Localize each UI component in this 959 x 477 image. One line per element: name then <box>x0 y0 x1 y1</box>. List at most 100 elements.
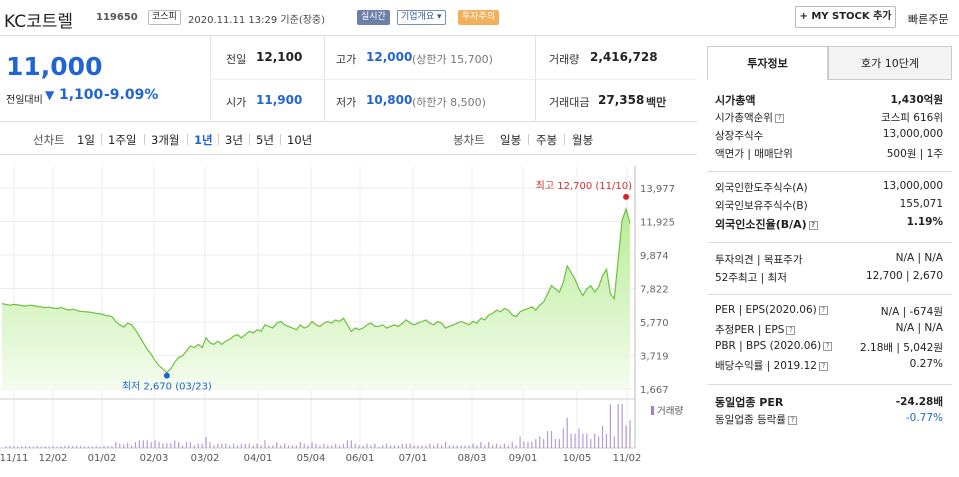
period-tab[interactable]: 3년 <box>225 133 243 147</box>
tab-investment-info[interactable]: 투자정보 <box>707 46 828 80</box>
volume-legend-swatch <box>651 406 654 415</box>
stock-header: KC코트렐 119650 코스피 2020.11.11 13:29 기준(장중)… <box>0 0 959 36</box>
company-overview-label: 기업개요 <box>401 12 435 22</box>
panel-divider <box>707 171 952 172</box>
volume-bar <box>389 445 392 448</box>
help-icon[interactable]: ? <box>818 361 828 371</box>
price-chart-svg: 13,977 11,925 9,874 7,822 5,770 3,719 1,667 11/… <box>0 166 683 464</box>
volume-bar <box>291 445 294 448</box>
company-overview-dropdown[interactable]: 기업개요 ▾ <box>397 10 446 25</box>
volume-bar <box>507 445 509 448</box>
volume-bar <box>515 445 517 448</box>
price-line <box>1 206 631 374</box>
info-row-label: 상장주식수 <box>715 130 764 142</box>
warning-badge: 투자주의 <box>458 10 500 25</box>
volume-bar <box>562 428 564 448</box>
volume-legend-label: 거래량 <box>657 405 683 417</box>
my-stock-add-label: MY STOCK 추가 <box>811 11 892 22</box>
volume-bar <box>280 445 282 448</box>
info-row-value: 2.18배 | 5,042원 <box>860 342 943 354</box>
volume-bar <box>499 445 502 448</box>
volume-bar <box>550 431 553 448</box>
period-tab[interactable]: 1주일 <box>108 133 137 147</box>
volume-bar <box>543 439 545 448</box>
volume-bar <box>539 436 541 448</box>
help-icon[interactable]: ? <box>808 220 818 230</box>
volume-bar <box>111 446 113 448</box>
y-tick-label: 11,925 <box>640 218 675 229</box>
volume-bar <box>123 444 125 448</box>
volume-bar <box>189 442 191 448</box>
volume-bar <box>197 443 199 448</box>
info-row: 투자의견 | 목표주가 N/A | N/A <box>715 252 943 268</box>
tab-divider <box>101 134 102 145</box>
volume-bar <box>386 443 388 448</box>
volume-bar <box>598 436 600 448</box>
volume-bar <box>594 433 596 448</box>
market-badge: 코스피 <box>148 10 181 25</box>
volume-bar <box>64 445 66 448</box>
volume-bar <box>417 445 419 448</box>
volume-bar <box>256 443 258 448</box>
volume-bar <box>240 443 243 448</box>
quick-order-link[interactable]: 빠른주문 <box>908 13 949 26</box>
volume-bar <box>397 445 400 448</box>
volume-bar <box>115 442 117 448</box>
volume-bar <box>264 440 266 448</box>
x-tick-label: 07/01 <box>399 453 428 464</box>
volume-bar <box>413 445 415 448</box>
volume-bar <box>201 443 203 448</box>
volume-bar <box>299 442 301 448</box>
help-icon[interactable]: ? <box>823 341 833 351</box>
volume-bar <box>586 433 588 448</box>
open-value: 11,900 <box>256 93 303 107</box>
volume-bar <box>621 404 623 448</box>
volume-bar <box>609 404 611 448</box>
info-row-value: N/A | -674원 <box>880 306 943 318</box>
price-chart: 13,977 11,925 9,874 7,822 5,770 3,719 1,667 11/… <box>0 156 697 474</box>
volume-bar <box>484 445 486 448</box>
help-icon[interactable]: ? <box>774 113 784 123</box>
period-tab[interactable]: 5년 <box>256 133 274 147</box>
volume-bar <box>437 443 439 448</box>
volume-bar <box>40 446 42 448</box>
info-row-value: 155,071 <box>899 198 943 210</box>
help-icon[interactable]: ? <box>786 325 796 335</box>
volume-bar <box>303 443 305 448</box>
volume-bar <box>72 446 74 448</box>
divider <box>210 79 697 80</box>
help-icon[interactable]: ? <box>787 415 797 425</box>
x-tick-label: 11/02 <box>613 453 642 464</box>
volume-bar <box>601 425 604 448</box>
period-tab[interactable]: 10년 <box>287 133 313 147</box>
help-icon[interactable]: ? <box>818 305 828 315</box>
low-annotation: 최저 2,670 (03/23) <box>122 381 212 393</box>
candle-tab[interactable]: 월봉 <box>572 133 594 147</box>
tab-order-book[interactable]: 호가 10단계 <box>828 46 952 80</box>
volume-bar <box>221 443 223 448</box>
period-tab[interactable]: 1일 <box>77 133 95 147</box>
volume-bar <box>464 445 466 448</box>
volume-bar <box>476 445 478 448</box>
high-marker <box>623 193 630 200</box>
period-tab[interactable]: 3개월 <box>151 133 180 147</box>
period-tab-active[interactable]: 1년 <box>194 133 213 147</box>
candle-tab[interactable]: 주봉 <box>536 133 558 147</box>
current-price: 11,000 <box>6 52 103 81</box>
info-row-value: 코스피 616위 <box>880 112 943 124</box>
tab-divider <box>249 134 250 145</box>
info-row: 추정PER | EPS? N/A | N/A <box>715 322 943 338</box>
volume-bar <box>421 445 423 448</box>
candle-tab[interactable]: 일봉 <box>500 133 522 147</box>
volume-bar <box>13 446 15 448</box>
lower-limit: (하한가 8,500) <box>412 96 486 109</box>
high-value: 12,000 <box>366 50 413 64</box>
my-stock-add-button[interactable]: + MY STOCK 추가 <box>795 6 896 28</box>
realtime-badge[interactable]: 실시간 <box>357 10 390 25</box>
info-row: 배당수익률 | 2019.12? 0.27% <box>715 358 943 374</box>
info-row: 외국인소진율(B/A)? 1.19% <box>715 216 943 232</box>
volume-bar <box>374 443 376 448</box>
volume-bar <box>617 404 619 448</box>
volume-bar <box>401 443 403 448</box>
volume-bar <box>284 443 286 448</box>
